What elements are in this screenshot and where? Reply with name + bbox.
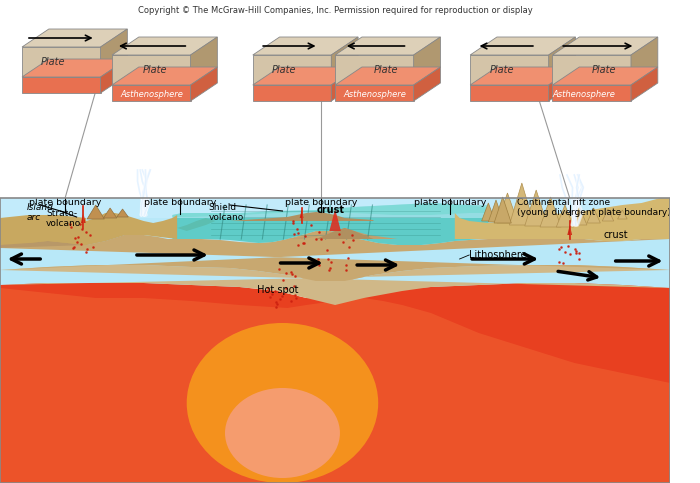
Polygon shape <box>510 183 534 225</box>
Text: plate boundary: plate boundary <box>414 198 486 207</box>
Polygon shape <box>497 193 518 223</box>
Polygon shape <box>552 37 658 55</box>
Polygon shape <box>87 205 104 219</box>
Polygon shape <box>172 203 489 217</box>
Text: Island
arc: Island arc <box>27 203 54 222</box>
Polygon shape <box>556 205 573 227</box>
Polygon shape <box>572 207 587 225</box>
Polygon shape <box>112 85 190 101</box>
Polygon shape <box>552 67 658 85</box>
Text: Shield
volcano: Shield volcano <box>209 203 244 222</box>
Polygon shape <box>335 85 414 101</box>
Polygon shape <box>335 67 440 85</box>
Polygon shape <box>455 198 671 241</box>
Polygon shape <box>470 85 549 101</box>
Ellipse shape <box>225 388 340 478</box>
Polygon shape <box>617 210 627 219</box>
Text: plate boundary: plate boundary <box>29 198 101 207</box>
Polygon shape <box>0 265 671 305</box>
Polygon shape <box>335 37 440 55</box>
Text: Copyright © The McGraw-Hill Companies, Inc. Permission required for reproduction: Copyright © The McGraw-Hill Companies, I… <box>138 6 533 15</box>
Polygon shape <box>0 283 671 483</box>
Bar <box>0 198 671 483</box>
Text: Plate: Plate <box>272 65 296 75</box>
Polygon shape <box>470 67 575 85</box>
Polygon shape <box>22 29 127 47</box>
Polygon shape <box>287 228 398 239</box>
Text: Lithosphere: Lithosphere <box>469 250 527 260</box>
Polygon shape <box>0 213 177 245</box>
Polygon shape <box>300 210 304 218</box>
Polygon shape <box>104 208 117 218</box>
Polygon shape <box>172 203 489 245</box>
Polygon shape <box>631 37 658 85</box>
Polygon shape <box>112 67 218 85</box>
Text: Strato-
volcano: Strato- volcano <box>46 209 81 228</box>
Polygon shape <box>331 67 358 101</box>
Polygon shape <box>253 67 358 85</box>
Text: Plate: Plate <box>489 65 514 75</box>
Polygon shape <box>112 55 190 85</box>
Polygon shape <box>316 228 373 239</box>
Polygon shape <box>470 37 575 55</box>
Text: Hot spot: Hot spot <box>253 285 298 295</box>
Polygon shape <box>414 37 440 85</box>
Polygon shape <box>230 212 373 221</box>
Polygon shape <box>0 223 177 248</box>
Polygon shape <box>631 67 658 101</box>
Polygon shape <box>482 203 495 221</box>
Polygon shape <box>552 55 631 85</box>
Text: Plate: Plate <box>143 65 167 75</box>
Polygon shape <box>414 67 440 101</box>
Text: crust: crust <box>316 205 344 215</box>
Text: Plate: Plate <box>592 65 616 75</box>
Polygon shape <box>117 209 128 217</box>
Polygon shape <box>81 213 85 223</box>
Polygon shape <box>190 37 218 85</box>
Polygon shape <box>22 77 101 93</box>
Text: Plate: Plate <box>41 57 66 67</box>
Polygon shape <box>101 59 127 93</box>
Bar <box>0 198 671 218</box>
Polygon shape <box>0 288 671 483</box>
Ellipse shape <box>187 323 378 483</box>
Polygon shape <box>101 29 127 77</box>
Polygon shape <box>22 47 101 77</box>
Polygon shape <box>335 55 414 85</box>
Text: plate boundary: plate boundary <box>285 198 357 207</box>
Polygon shape <box>0 231 671 281</box>
Polygon shape <box>177 218 216 231</box>
Polygon shape <box>470 55 549 85</box>
Polygon shape <box>112 37 218 55</box>
Text: plate boundary: plate boundary <box>144 198 216 207</box>
Bar <box>0 198 671 288</box>
Polygon shape <box>602 209 614 221</box>
Polygon shape <box>525 190 547 226</box>
Text: Continental rift zone
(young divergent plate boundary): Continental rift zone (young divergent p… <box>517 198 671 217</box>
Polygon shape <box>253 55 331 85</box>
Polygon shape <box>331 37 358 85</box>
Text: Plate: Plate <box>374 65 398 75</box>
Text: Asthenosphere: Asthenosphere <box>552 90 615 99</box>
Polygon shape <box>253 85 331 101</box>
Polygon shape <box>540 197 561 227</box>
Polygon shape <box>567 225 572 235</box>
Polygon shape <box>587 208 601 223</box>
Polygon shape <box>22 59 127 77</box>
Polygon shape <box>0 215 86 245</box>
Polygon shape <box>190 67 218 101</box>
Polygon shape <box>253 37 358 55</box>
Polygon shape <box>549 67 575 101</box>
Text: crust: crust <box>603 230 628 240</box>
Polygon shape <box>552 85 631 101</box>
Polygon shape <box>330 209 341 231</box>
Polygon shape <box>489 200 503 222</box>
Text: Asthenosphere: Asthenosphere <box>120 90 183 99</box>
Polygon shape <box>549 37 575 85</box>
Polygon shape <box>494 197 511 223</box>
Text: Asthenosphere: Asthenosphere <box>343 90 406 99</box>
